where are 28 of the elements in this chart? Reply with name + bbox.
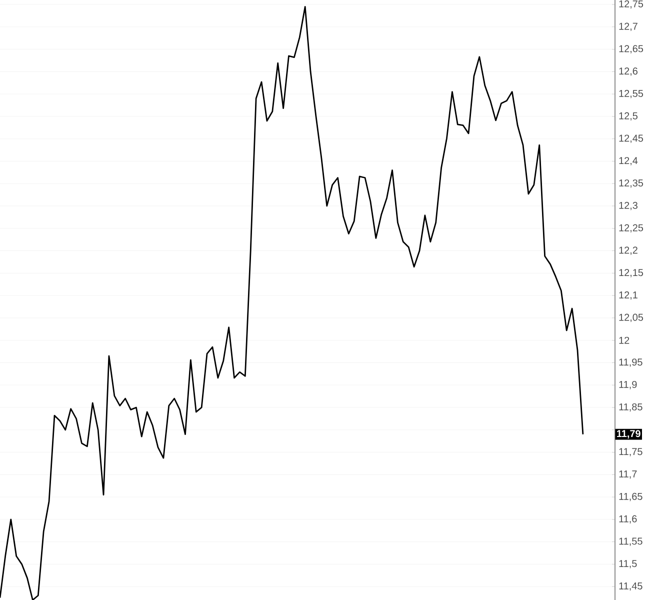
y-tick-label: 12,65 xyxy=(619,45,644,54)
y-tick-label: 11,9 xyxy=(619,380,637,390)
y-tick-label: 11,5 xyxy=(619,560,637,568)
y-tick-label: 12,45 xyxy=(619,134,644,143)
text: 11,79 xyxy=(617,430,640,439)
y-tick-label: 12,75 xyxy=(619,0,644,9)
y-tick-label: 12,35 xyxy=(619,179,644,188)
y-tick-label: 12,6 xyxy=(619,68,638,76)
y-tick-label: 12,4 xyxy=(619,157,638,166)
y-tick-label: 11,75 xyxy=(619,448,642,456)
line-series xyxy=(0,6,584,600)
y-tick-label: 12,05 xyxy=(619,314,644,322)
y-tick-label: 12,55 xyxy=(619,90,644,98)
y-tick-label: 12,25 xyxy=(619,224,644,232)
y-tick-label: 11,7 xyxy=(619,470,637,479)
y-tick-label: 12,7 xyxy=(619,22,638,31)
y-tick-label: 11,55 xyxy=(619,538,642,546)
y-tick-label: 12 xyxy=(619,336,630,344)
y-tick-label: 12,2 xyxy=(619,246,638,255)
y-tick-label: 12,1 xyxy=(619,291,638,300)
y-tick-label: 12,15 xyxy=(619,269,644,278)
y-tick-label: 12,3 xyxy=(619,202,638,210)
y-tick-label: 11,85 xyxy=(619,403,642,412)
y-tick-label: 11,6 xyxy=(619,515,637,524)
y-tick-label: 11,95 xyxy=(619,358,642,367)
y-tick-label: 11,45 xyxy=(619,582,642,591)
y-tick-label: 11,65 xyxy=(619,492,642,502)
y-tick-label: 12,5 xyxy=(619,112,638,121)
